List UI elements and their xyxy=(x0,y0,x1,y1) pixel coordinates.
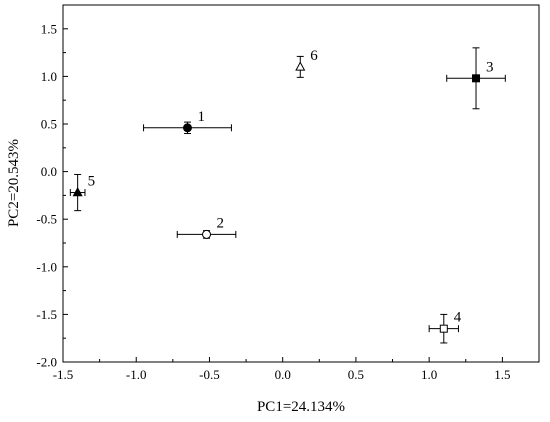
plot-frame xyxy=(62,4,540,363)
data-point-group: 3 xyxy=(446,47,506,110)
y-tick-label: 1.5 xyxy=(41,21,57,36)
points-layer: 1 2 3 4 5 6 xyxy=(69,47,506,344)
y-tick-label: -0.5 xyxy=(36,212,57,227)
y-tick-label: 0.5 xyxy=(41,117,57,132)
point-label: 6 xyxy=(310,48,318,64)
point-label: 5 xyxy=(88,174,96,190)
filled-square-marker xyxy=(472,74,481,83)
open-circle-marker xyxy=(202,229,212,239)
y-tick-label: -1.0 xyxy=(36,259,57,274)
point-label: 4 xyxy=(454,310,462,326)
data-point-group: 4 xyxy=(428,310,462,344)
x-tick-label: 1.5 xyxy=(494,367,510,382)
data-point-group: 1 xyxy=(143,109,232,135)
y-tick-label: 0.0 xyxy=(41,164,57,179)
ticks-layer: -1.5 -1.0 -0.5 0.0 0.5 1.0 1.5-2.0-1.5-1.0-0.5… xyxy=(36,21,510,382)
y-tick-label: -2.0 xyxy=(36,355,57,370)
point-label: 3 xyxy=(486,59,494,75)
x-tick-label: -1.0 xyxy=(126,367,147,382)
open-triangle-marker xyxy=(295,61,306,71)
filled-triangle-marker xyxy=(72,186,83,197)
y-tick-label: 1.0 xyxy=(41,69,57,84)
y-axis-label: PC2=20.543% xyxy=(6,139,22,227)
data-point-group: 5 xyxy=(69,174,96,212)
x-tick-label: -0.5 xyxy=(199,367,220,382)
x-tick-label: 0.5 xyxy=(348,367,364,382)
x-tick-label: 1.0 xyxy=(421,367,437,382)
x-tick-label: -1.5 xyxy=(53,367,74,382)
x-axis-label: PC1=24.134% xyxy=(257,399,345,415)
x-tick-label: 0.0 xyxy=(275,367,291,382)
point-label: 2 xyxy=(217,215,225,231)
filled-circle-marker xyxy=(182,123,192,133)
open-square-marker xyxy=(439,324,448,333)
y-tick-label: -1.5 xyxy=(36,307,57,322)
point-label: 1 xyxy=(197,109,205,125)
data-point-group: 2 xyxy=(176,215,237,239)
data-point-group: 6 xyxy=(295,48,318,78)
